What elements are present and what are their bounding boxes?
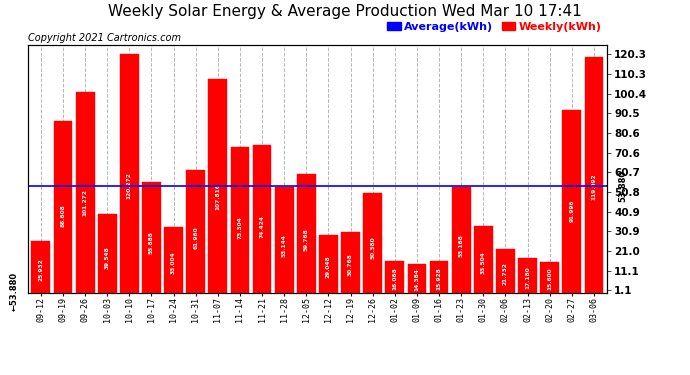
Bar — [142, 182, 161, 292]
Text: 33.504: 33.504 — [481, 251, 486, 274]
Text: 53.168: 53.168 — [459, 234, 464, 256]
Bar — [297, 174, 316, 292]
Bar — [54, 121, 72, 292]
Text: 16.068: 16.068 — [393, 267, 397, 290]
Bar — [562, 110, 581, 292]
Legend: Average(kWh), Weekly(kWh): Average(kWh), Weekly(kWh) — [387, 22, 602, 32]
Bar — [253, 145, 271, 292]
Text: Weekly Solar Energy & Average Production Wed Mar 10 17:41: Weekly Solar Energy & Average Production… — [108, 4, 582, 19]
Text: 15.928: 15.928 — [437, 267, 442, 290]
Bar — [208, 79, 227, 292]
Bar — [386, 261, 404, 292]
Text: 14.384: 14.384 — [415, 268, 420, 291]
Bar — [164, 227, 183, 292]
Text: 30.768: 30.768 — [348, 254, 353, 276]
Text: 61.960: 61.960 — [193, 226, 198, 249]
Bar — [32, 241, 50, 292]
Bar — [452, 187, 471, 292]
Bar — [230, 147, 249, 292]
Bar — [120, 54, 139, 292]
Text: 86.608: 86.608 — [61, 204, 66, 227]
Text: 21.732: 21.732 — [503, 262, 508, 285]
Text: 119.092: 119.092 — [591, 173, 596, 200]
Text: 107.816: 107.816 — [215, 183, 220, 210]
Text: 73.304: 73.304 — [237, 216, 242, 238]
Bar — [275, 187, 294, 292]
Text: 25.932: 25.932 — [39, 258, 43, 281]
Text: 59.768: 59.768 — [304, 228, 309, 251]
Text: 53.144: 53.144 — [282, 234, 287, 256]
Bar — [474, 226, 493, 292]
Text: 17.180: 17.180 — [525, 266, 530, 289]
Text: 29.048: 29.048 — [326, 255, 331, 278]
Bar — [408, 264, 426, 292]
Text: 33.004: 33.004 — [171, 252, 176, 274]
Text: 74.424: 74.424 — [259, 215, 264, 238]
Text: 55.888: 55.888 — [149, 231, 154, 254]
Bar — [496, 249, 515, 292]
Text: 101.272: 101.272 — [83, 189, 88, 216]
Text: ←53.880: ←53.880 — [10, 272, 19, 311]
Bar — [518, 258, 537, 292]
Bar — [341, 232, 360, 292]
Text: 91.996: 91.996 — [569, 199, 574, 222]
Text: 120.272: 120.272 — [127, 172, 132, 199]
Text: 39.548: 39.548 — [105, 246, 110, 268]
Text: 53.880: 53.880 — [619, 170, 628, 202]
Bar — [186, 170, 205, 292]
Text: 15.600: 15.600 — [547, 267, 552, 290]
Text: 50.380: 50.380 — [371, 236, 375, 259]
Bar — [364, 193, 382, 292]
Bar — [98, 214, 117, 292]
Bar — [319, 235, 338, 292]
Bar — [76, 92, 95, 292]
Text: Copyright 2021 Cartronics.com: Copyright 2021 Cartronics.com — [28, 33, 181, 42]
Bar — [540, 262, 559, 292]
Bar — [430, 261, 448, 292]
Bar — [584, 57, 603, 292]
